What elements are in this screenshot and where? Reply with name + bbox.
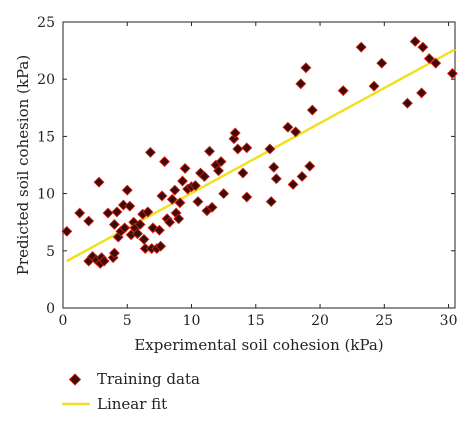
y-axis-label: Predicted soil cohesion (kPa) xyxy=(14,55,32,275)
data-point xyxy=(218,188,230,200)
x-tick-label: 25 xyxy=(375,313,393,329)
data-point xyxy=(295,78,307,90)
data-point xyxy=(198,171,210,182)
data-point xyxy=(423,53,435,65)
data-point xyxy=(430,57,442,69)
data-point xyxy=(124,200,136,212)
data-point xyxy=(304,160,316,172)
data-point xyxy=(402,97,413,109)
linear-fit-line xyxy=(66,48,456,263)
data-point xyxy=(376,57,388,69)
data-point xyxy=(215,156,227,168)
data-point xyxy=(241,191,253,203)
data-point xyxy=(268,161,280,173)
data-point xyxy=(159,156,170,168)
data-point xyxy=(192,196,204,208)
linear-fit-layer xyxy=(66,48,456,263)
data-point xyxy=(290,126,302,138)
data-point xyxy=(213,165,224,177)
data-point xyxy=(132,228,143,240)
data-point xyxy=(206,201,218,213)
data-point xyxy=(74,207,86,219)
data-point xyxy=(287,179,299,190)
data-point xyxy=(142,206,154,218)
data-point xyxy=(117,199,129,211)
data-point xyxy=(189,180,201,192)
data-point xyxy=(121,184,133,196)
data-point xyxy=(108,219,120,230)
data-point xyxy=(98,255,110,267)
data-point xyxy=(138,233,150,245)
data-points-layer xyxy=(61,36,458,269)
data-point xyxy=(111,206,123,218)
data-point xyxy=(306,104,318,116)
data-point xyxy=(300,62,312,74)
y-tick-label: 20 xyxy=(37,72,55,88)
data-point xyxy=(232,143,244,155)
data-point xyxy=(166,193,178,205)
y-tick-label: 5 xyxy=(46,244,55,260)
y-tick-label: 10 xyxy=(37,187,55,203)
legend-diamond-icon xyxy=(68,373,82,386)
data-point xyxy=(409,36,421,47)
data-point xyxy=(355,41,367,53)
data-point xyxy=(134,219,146,230)
data-point xyxy=(173,213,185,225)
data-point xyxy=(108,247,120,259)
plot-area xyxy=(62,21,456,309)
y-tick-label: 15 xyxy=(37,129,55,145)
data-point xyxy=(229,127,241,139)
y-axis-ticks: 0 5 10 15 20 25 xyxy=(37,15,455,317)
x-tick-label: 5 xyxy=(123,313,132,329)
data-point xyxy=(179,162,191,174)
data-point xyxy=(155,240,167,252)
data-point xyxy=(174,197,186,209)
legend-linear-fit-label: Linear fit xyxy=(97,395,167,413)
data-point xyxy=(241,142,253,154)
data-point xyxy=(204,145,215,157)
data-point xyxy=(282,121,294,133)
x-tick-label: 0 xyxy=(59,313,68,329)
data-point xyxy=(102,207,114,219)
data-point xyxy=(153,224,165,236)
x-tick-label: 30 xyxy=(440,313,458,329)
data-point xyxy=(177,175,188,187)
data-point xyxy=(93,176,105,188)
data-point xyxy=(228,133,240,145)
x-tick-label: 10 xyxy=(183,313,201,329)
data-point xyxy=(416,87,428,99)
legend-training-data-label: Training data xyxy=(97,370,200,388)
data-point xyxy=(164,216,176,228)
data-point xyxy=(156,190,168,202)
data-point xyxy=(61,225,73,237)
data-point xyxy=(296,171,308,182)
y-tick-label: 25 xyxy=(37,15,55,31)
data-point xyxy=(265,196,277,208)
x-tick-label: 15 xyxy=(247,313,265,329)
data-point xyxy=(270,173,282,185)
y-tick-label: 0 xyxy=(46,301,55,317)
data-point xyxy=(337,85,349,97)
data-point xyxy=(417,41,429,53)
data-point xyxy=(144,146,156,158)
data-point xyxy=(237,167,249,179)
x-tick-label: 20 xyxy=(311,313,329,329)
data-point xyxy=(83,215,95,227)
data-point xyxy=(119,222,131,234)
legend: Training data Linear fit xyxy=(62,370,200,413)
x-axis-ticks: 0 5 10 15 20 25 30 xyxy=(59,22,458,329)
data-point xyxy=(264,143,276,155)
data-point xyxy=(446,68,458,79)
data-point xyxy=(169,184,181,196)
x-axis-label: Experimental soil cohesion (kPa) xyxy=(134,336,383,354)
data-point xyxy=(368,80,380,92)
